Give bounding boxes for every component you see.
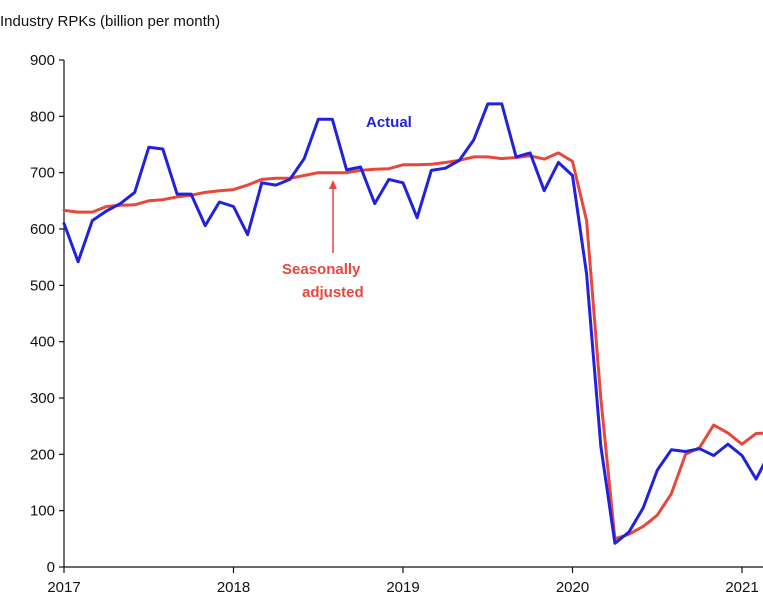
y-tick-label: 800 xyxy=(30,108,55,125)
x-tick-label: 2019 xyxy=(386,579,419,596)
annotations: Actual Seasonally adjusted xyxy=(282,114,412,301)
chart-title: Industry RPKs (billion per month) xyxy=(0,13,220,30)
axes xyxy=(63,60,763,568)
x-tick-label: 2021 xyxy=(725,579,758,596)
y-tick-label: 600 xyxy=(30,221,55,238)
x-tick-label: 2017 xyxy=(47,579,80,596)
series-layer xyxy=(62,102,763,545)
annotation-seasonally-adjusted-line2: adjusted xyxy=(302,284,364,301)
y-tick-label: 200 xyxy=(30,446,55,463)
y-tick-label: 900 xyxy=(30,52,55,69)
y-tick-label: 100 xyxy=(30,503,55,520)
series-line-seasonally-adjusted xyxy=(62,151,763,541)
x-tick-label: 2018 xyxy=(217,579,250,596)
x-ticks: 2017 2018 2019 2020 2021 xyxy=(47,567,759,596)
y-tick-label: 700 xyxy=(30,165,55,182)
y-tick-label: 400 xyxy=(30,334,55,351)
y-tick-label: 300 xyxy=(30,390,55,407)
annotation-actual: Actual xyxy=(366,114,412,131)
y-tick-label: 500 xyxy=(30,277,55,294)
y-tick-label: 0 xyxy=(47,559,55,576)
annotation-arrow-head xyxy=(329,180,337,189)
y-ticks: 0 100 200 300 400 500 600 700 800 900 xyxy=(30,52,64,576)
annotation-seasonally-adjusted-line1: Seasonally xyxy=(282,261,361,278)
series-line-actual xyxy=(62,102,763,545)
x-tick-label: 2020 xyxy=(556,579,589,596)
